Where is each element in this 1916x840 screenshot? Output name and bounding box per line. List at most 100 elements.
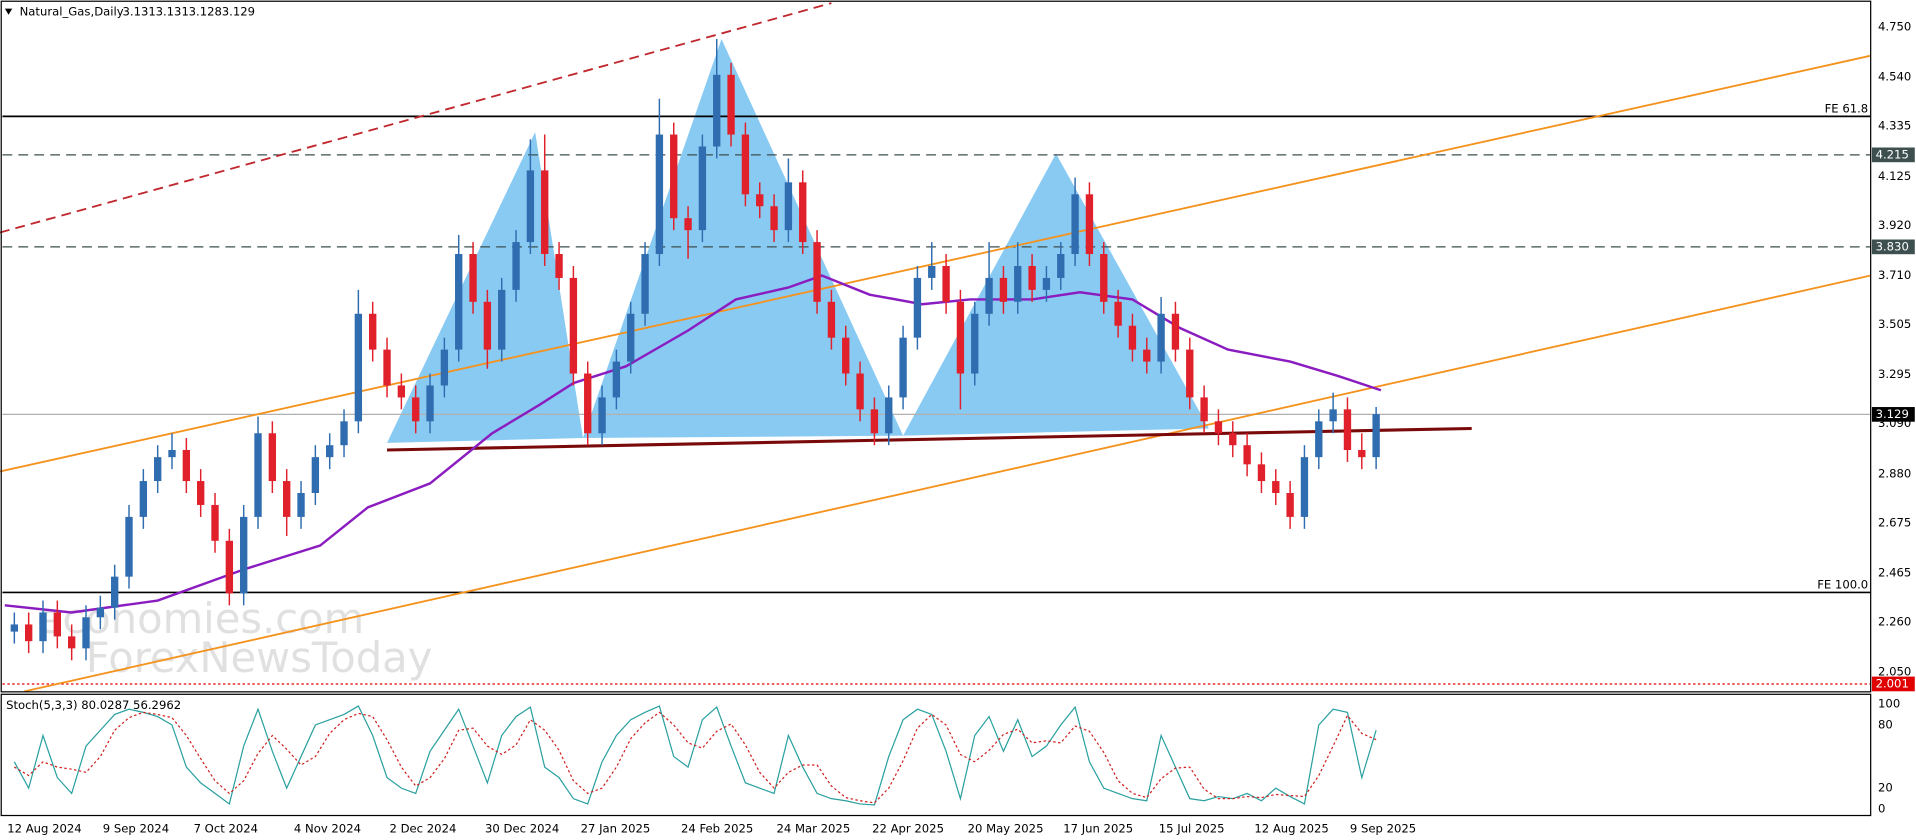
candle-body [942, 265, 950, 302]
candle-body [111, 576, 119, 608]
ohlc-open: 3.131 [123, 5, 156, 19]
candle-body [469, 254, 477, 302]
x-tick-label: 4 Nov 2024 [294, 821, 361, 835]
candle-body [541, 170, 549, 255]
candle-body [1042, 277, 1051, 290]
candle-body [1100, 254, 1108, 302]
x-tick-label: 24 Feb 2025 [681, 821, 753, 835]
level-label: FE 100.0 [1817, 578, 1868, 592]
x-tick-label: 20 May 2025 [968, 821, 1044, 835]
level-tag: 3.129 [1876, 407, 1909, 421]
x-tick-label: 12 Aug 2025 [1254, 821, 1328, 835]
trend-line [24, 274, 1871, 693]
candle-body [483, 301, 492, 350]
candle-body [1057, 254, 1065, 278]
symbol-menu-arrow[interactable] [4, 8, 13, 15]
y-tick-label: 3.505 [1878, 317, 1911, 331]
candle-body [899, 337, 907, 398]
candle-body [1171, 313, 1180, 350]
stoch-panel-frame [0, 693, 1872, 817]
y-tick-label: 2.050 [1878, 665, 1911, 679]
candle-body [297, 493, 305, 517]
candle-body [885, 397, 893, 434]
x-tick-label: 2 Dec 2024 [389, 821, 456, 835]
candle-body [1257, 464, 1266, 482]
level-tag: 2.001 [1876, 676, 1909, 690]
candle-body [698, 146, 707, 231]
candle-body [985, 277, 993, 314]
candle-body [383, 349, 391, 386]
stoch-line [14, 711, 1377, 804]
candle-body [971, 313, 979, 374]
candle-body [1243, 445, 1251, 465]
y-tick-label: 0 [1878, 802, 1885, 816]
y-tick-label: 100 [1878, 696, 1900, 710]
x-tick-label: 9 Sep 2025 [1350, 821, 1416, 835]
candle-body [397, 385, 406, 398]
candle-body [1085, 194, 1094, 255]
y-tick-label: 4.750 [1878, 20, 1911, 34]
candle-body [655, 134, 664, 255]
y-tick-label: 80 [1878, 717, 1893, 731]
candle-body [1214, 421, 1223, 434]
candle-body [1286, 493, 1294, 517]
candle-body [139, 481, 148, 517]
x-tick-label: 22 Apr 2025 [872, 821, 944, 835]
candle-body [254, 433, 262, 517]
candle-body [612, 361, 621, 398]
x-tick-label: 12 Aug 2024 [7, 821, 81, 835]
trend-line [387, 426, 1472, 452]
y-tick-label: 3.710 [1878, 268, 1911, 282]
candle-body [1343, 409, 1352, 450]
candle-body [340, 421, 348, 446]
candle-body [598, 397, 606, 434]
level-tag-box [1871, 676, 1915, 692]
candle-body [154, 457, 162, 482]
candle-body [354, 313, 363, 422]
candle-body [627, 313, 635, 362]
candle-body [211, 504, 219, 541]
candle-body [1028, 265, 1036, 290]
y-tick-label: 4.125 [1878, 169, 1911, 183]
candle-body [455, 254, 463, 350]
candle-body [125, 516, 133, 577]
candle-body [784, 182, 793, 231]
candle-body [1315, 421, 1323, 458]
candle-body [999, 277, 1008, 302]
x-tick-label: 24 Mar 2025 [777, 821, 851, 835]
y-tick-label: 3.920 [1878, 218, 1911, 232]
candle-body [412, 397, 420, 422]
candle-body [67, 636, 76, 649]
candle-body [584, 373, 592, 434]
y-tick-label: 20 [1878, 781, 1893, 795]
candle-body [1372, 414, 1380, 458]
x-tick-label: 15 Jul 2025 [1159, 821, 1225, 835]
candle-body [813, 242, 821, 302]
candle-body [225, 540, 234, 594]
candle-body [426, 385, 434, 422]
candle-body [182, 449, 191, 482]
candle-body [856, 373, 864, 410]
candle-body [526, 170, 535, 243]
level-tag-box [1871, 239, 1915, 255]
x-tick-label: 7 Oct 2024 [194, 821, 258, 835]
candle-body [741, 134, 750, 195]
candle-body [1143, 349, 1151, 362]
candle-body [10, 624, 19, 632]
candle-body [956, 301, 965, 374]
candle-body [756, 194, 764, 207]
y-tick-label: 2.260 [1878, 615, 1911, 629]
y-tick-label: 2.880 [1878, 466, 1911, 480]
candle-body [498, 289, 506, 350]
candle-body [770, 206, 778, 231]
candle-body [727, 74, 735, 135]
candle-body [1358, 449, 1366, 458]
candle-body [684, 218, 692, 231]
candle-body [82, 617, 90, 649]
x-tick-label: 9 Sep 2024 [103, 821, 169, 835]
candle-body [555, 254, 563, 278]
candle-body [197, 481, 205, 505]
trend-line [0, 54, 1871, 473]
